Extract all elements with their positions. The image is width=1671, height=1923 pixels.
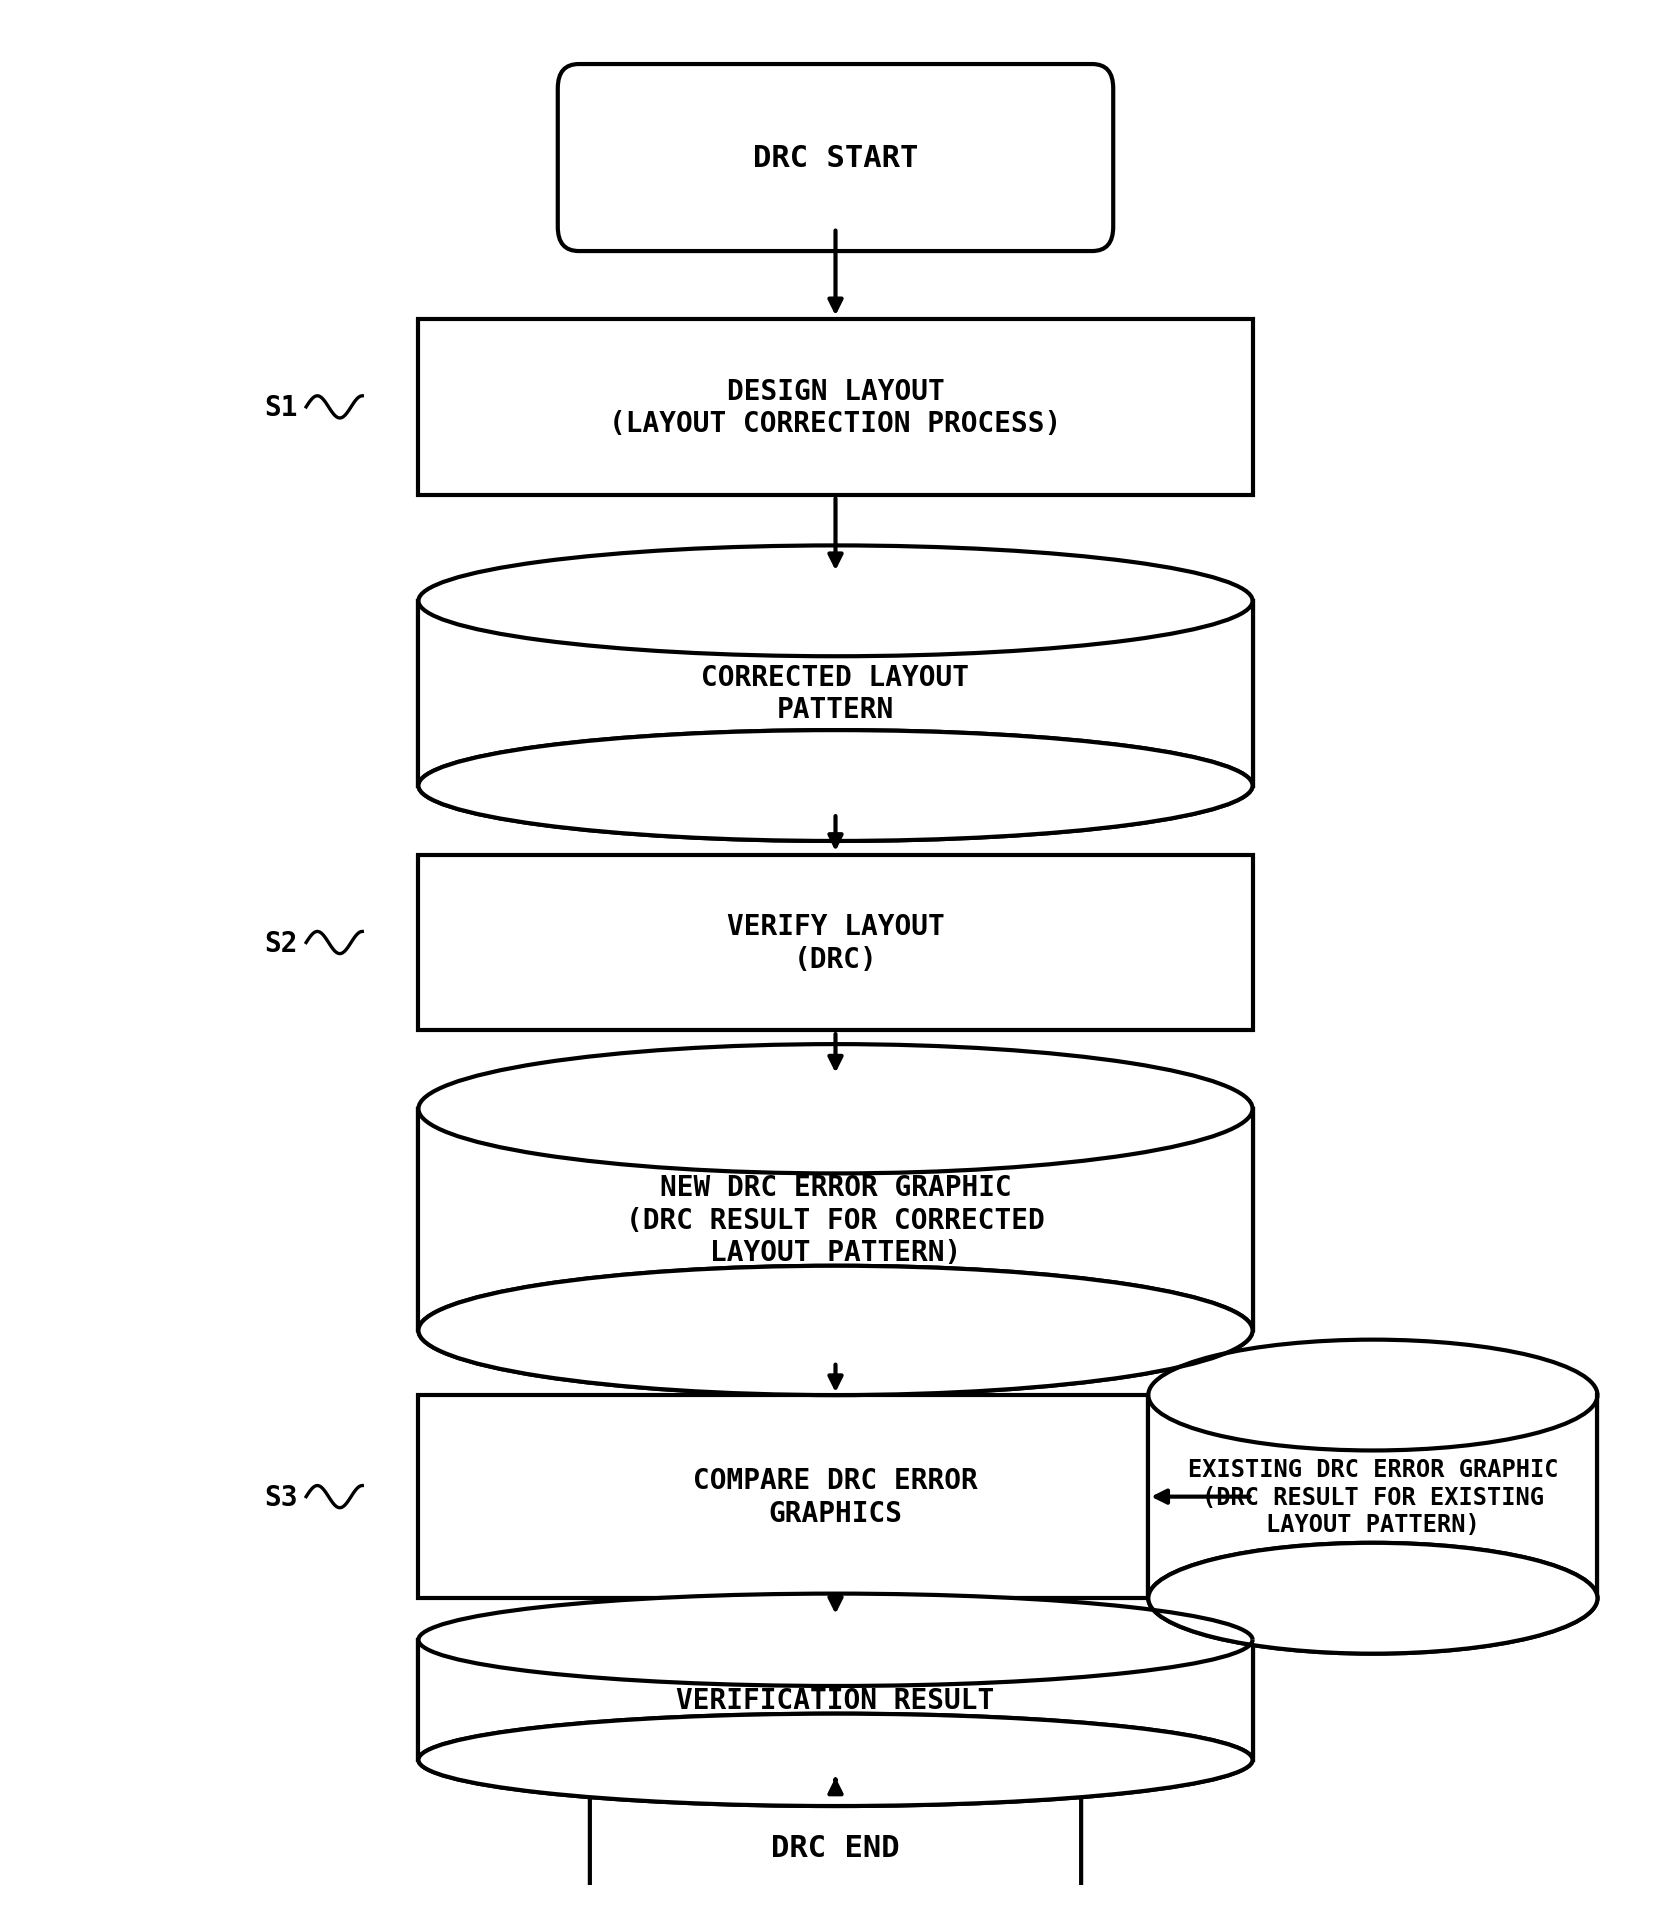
Ellipse shape bbox=[418, 546, 1253, 658]
FancyBboxPatch shape bbox=[558, 65, 1113, 252]
Bar bbox=[418, 602, 1253, 787]
Text: VERIFY LAYOUT
(DRC): VERIFY LAYOUT (DRC) bbox=[727, 913, 944, 973]
Ellipse shape bbox=[418, 1265, 1253, 1396]
Bar bbox=[418, 319, 1253, 496]
Text: S3: S3 bbox=[264, 1483, 297, 1511]
Text: EXISTING DRC ERROR GRAPHIC
(DRC RESULT FOR EXISTING
LAYOUT PATTERN): EXISTING DRC ERROR GRAPHIC (DRC RESULT F… bbox=[1188, 1458, 1557, 1536]
Text: S2: S2 bbox=[264, 929, 297, 958]
Text: NEW DRC ERROR GRAPHIC
(DRC RESULT FOR CORRECTED
LAYOUT PATTERN): NEW DRC ERROR GRAPHIC (DRC RESULT FOR CO… bbox=[627, 1173, 1044, 1267]
Ellipse shape bbox=[418, 731, 1253, 842]
Bar bbox=[418, 1110, 1253, 1331]
Bar bbox=[418, 1396, 1253, 1598]
Ellipse shape bbox=[1148, 1340, 1597, 1450]
Ellipse shape bbox=[418, 1594, 1253, 1686]
FancyBboxPatch shape bbox=[590, 1754, 1081, 1923]
Bar bbox=[418, 1640, 1253, 1760]
Text: VERIFICATION RESULT: VERIFICATION RESULT bbox=[677, 1686, 994, 1713]
Bar bbox=[418, 856, 1253, 1031]
Ellipse shape bbox=[1148, 1542, 1597, 1654]
Ellipse shape bbox=[418, 731, 1253, 842]
Text: S1: S1 bbox=[264, 394, 297, 421]
Text: COMPARE DRC ERROR
GRAPHICS: COMPARE DRC ERROR GRAPHICS bbox=[693, 1467, 978, 1527]
Ellipse shape bbox=[1148, 1542, 1597, 1654]
Bar bbox=[1148, 1396, 1597, 1598]
Text: DRC END: DRC END bbox=[772, 1833, 899, 1861]
Ellipse shape bbox=[418, 1044, 1253, 1173]
Text: DRC START: DRC START bbox=[754, 144, 917, 173]
Ellipse shape bbox=[418, 1713, 1253, 1806]
Ellipse shape bbox=[418, 1713, 1253, 1806]
Ellipse shape bbox=[418, 1265, 1253, 1396]
Text: CORRECTED LAYOUT
PATTERN: CORRECTED LAYOUT PATTERN bbox=[702, 663, 969, 723]
Text: DESIGN LAYOUT
(LAYOUT CORRECTION PROCESS): DESIGN LAYOUT (LAYOUT CORRECTION PROCESS… bbox=[610, 377, 1061, 438]
